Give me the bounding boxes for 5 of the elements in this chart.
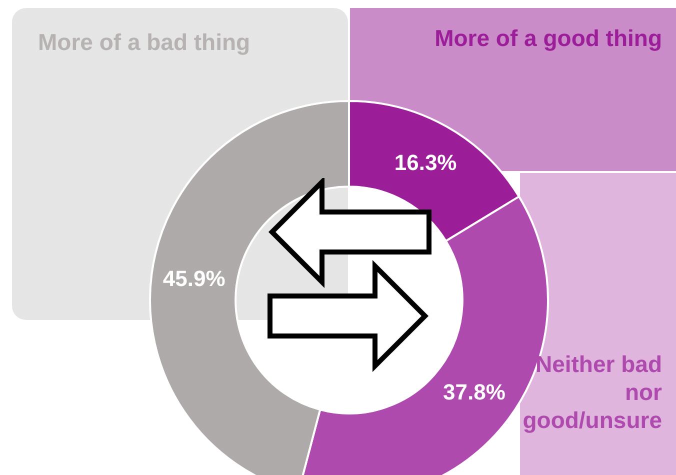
data-label: 45.9%	[162, 266, 226, 291]
slice-label: Neither bad nor good/unsure	[522, 350, 662, 434]
data-label: 16.3%	[394, 150, 457, 175]
data-label: 37.8%	[443, 379, 506, 404]
slice-label: More of a good thing	[434, 24, 662, 52]
